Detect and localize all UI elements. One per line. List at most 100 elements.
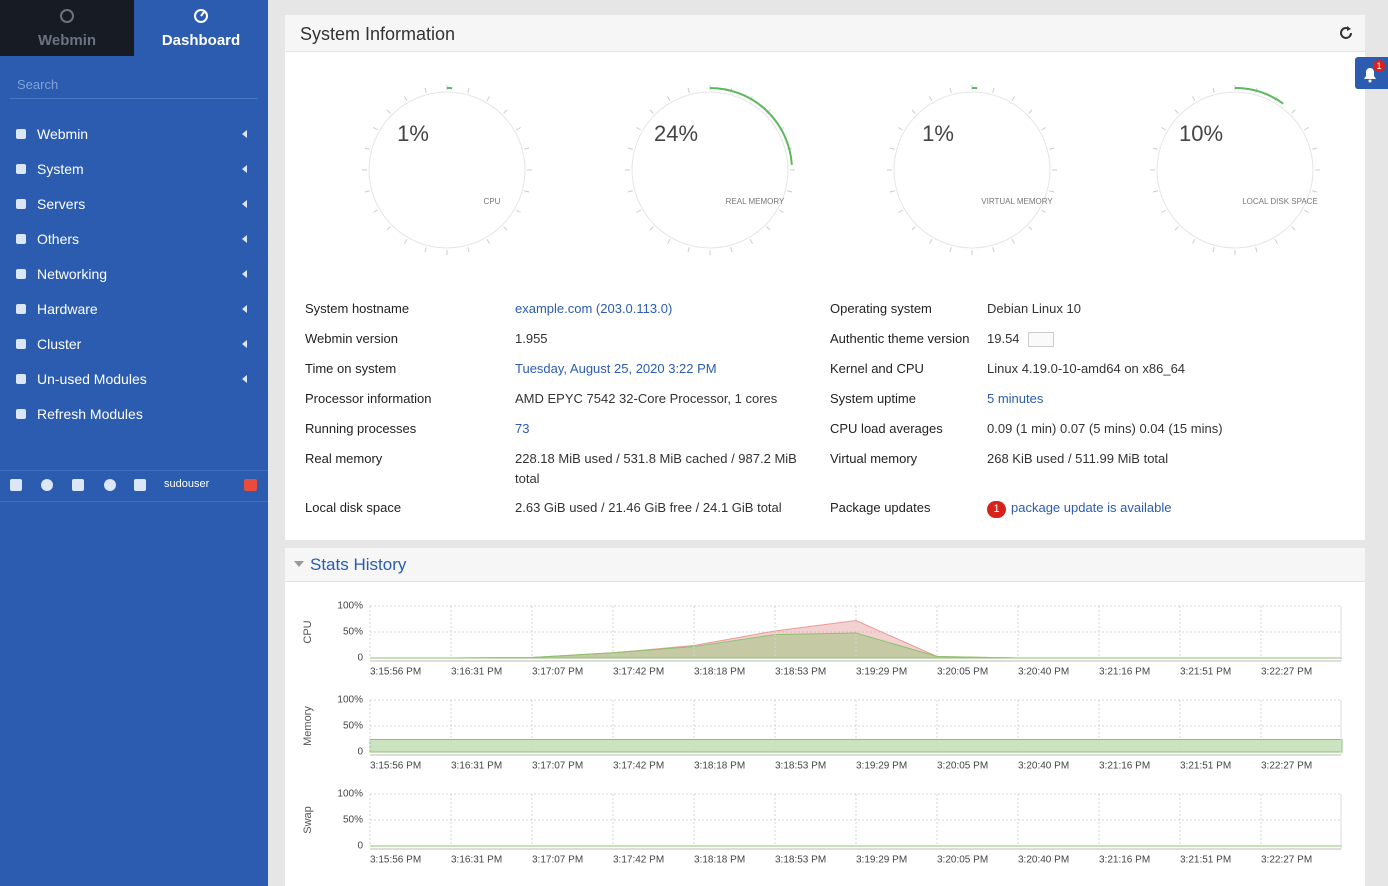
menu-icon <box>16 409 26 419</box>
search-placeholder: Search <box>17 77 59 92</box>
sidebar: Webmin Dashboard Search Webmin System Serv… <box>0 0 268 886</box>
toolbar: sudouser <box>0 470 268 502</box>
menu-label: Servers <box>37 196 86 212</box>
menu-caret <box>242 165 247 173</box>
info-value: 1.955 <box>515 329 815 349</box>
info-link[interactable]: 73 <box>515 421 530 436</box>
toolbar-button[interactable] <box>104 479 116 491</box>
bell-icon <box>1364 68 1376 83</box>
username[interactable]: sudouser <box>164 478 210 490</box>
info-label: Time on system <box>305 361 397 376</box>
panel-title: System Information <box>300 24 456 44</box>
info-label: Real memory <box>305 451 383 466</box>
info-label: Processor information <box>305 391 432 406</box>
info-text: 268 KiB used / 511.99 MiB total <box>987 451 1169 466</box>
info-value: 2.63 GiB used / 21.46 GiB free / 24.1 Gi… <box>515 498 815 518</box>
menu-item[interactable]: Others <box>0 224 268 254</box>
info-value: Debian Linux 10 <box>987 299 1357 319</box>
info-label: Kernel and CPU <box>830 361 924 376</box>
info-link[interactable]: example.com (203.0.113.0) <box>515 301 673 316</box>
menu-caret <box>242 200 247 208</box>
menu-item[interactable]: Hardware <box>0 294 268 324</box>
menu-icon <box>16 269 26 279</box>
toolbar-button[interactable] <box>72 479 84 491</box>
menu-label: Refresh Modules <box>37 406 143 422</box>
info-label: Webmin version <box>305 331 398 346</box>
info-label: Operating system <box>830 301 932 316</box>
menu-item[interactable]: Cluster <box>0 329 268 359</box>
menu-caret <box>242 340 247 348</box>
toolbar-button[interactable] <box>41 479 53 491</box>
info-label: Virtual memory <box>830 451 918 466</box>
info-value: 1 package update is available <box>987 498 1357 518</box>
info-link[interactable]: Tuesday, August 25, 2020 3:22 PM <box>515 361 717 376</box>
info-value: 268 KiB used / 511.99 MiB total <box>987 449 1357 469</box>
info-value: 19.54 <box>987 329 1357 349</box>
menu-caret <box>242 305 247 313</box>
menu-label: Others <box>37 231 80 247</box>
info-link[interactable]: 5 minutes <box>987 391 1044 406</box>
logout-button[interactable] <box>244 479 257 491</box>
info-label: Authentic theme version <box>830 331 970 346</box>
menu-caret <box>242 270 247 278</box>
toolbar-button[interactable] <box>134 479 146 491</box>
info-text: 1.955 <box>515 331 548 346</box>
info-text: AMD EPYC 7542 32-Core Processor, 1 cores <box>515 391 778 406</box>
collapse-caret <box>294 561 304 567</box>
refresh-button[interactable] <box>1338 25 1354 41</box>
menu-item[interactable]: Webmin <box>0 119 268 149</box>
menu-caret <box>242 235 247 243</box>
info-value: 228.18 MiB used / 531.8 MiB cached / 987… <box>515 449 815 489</box>
menu-label: Hardware <box>37 301 98 317</box>
menu-icon <box>16 164 26 174</box>
toolbar-button[interactable] <box>10 479 22 491</box>
menu-label: Networking <box>37 266 108 282</box>
info-label: Local disk space <box>305 500 402 515</box>
tab[interactable]: Webmin <box>0 0 134 56</box>
menu-item[interactable]: Un-used Modules <box>0 364 268 394</box>
info-value: AMD EPYC 7542 32-Core Processor, 1 cores <box>515 389 815 409</box>
menu-icon <box>16 374 26 384</box>
search-box[interactable]: Search <box>10 70 258 99</box>
tab-label: Dashboard <box>161 32 241 49</box>
menu-caret <box>242 375 247 383</box>
info-link[interactable]: package update is available <box>1011 500 1172 515</box>
notification-count: 1 <box>1373 60 1385 72</box>
menu-icon <box>16 339 26 349</box>
info-value: 5 minutes <box>987 389 1357 409</box>
panel-header: System Information <box>285 15 1365 52</box>
info-value: example.com (203.0.113.0) <box>515 299 815 319</box>
menu-label: System <box>37 161 84 177</box>
info-value: 0.09 (1 min) 0.07 (5 mins) 0.04 (15 mins… <box>987 419 1357 439</box>
panel-title: Stats History <box>310 555 407 574</box>
menu-label: Un-used Modules <box>37 371 147 387</box>
info-text: 0.09 (1 min) 0.07 (5 mins) 0.04 (15 mins… <box>987 421 1223 436</box>
info-value: Linux 4.19.0-10-amd64 on x86_64 <box>987 359 1357 379</box>
menu-item[interactable]: Networking <box>0 259 268 289</box>
info-text: 228.18 MiB used / 531.8 MiB cached / 987… <box>515 451 797 486</box>
tab[interactable]: Dashboard <box>134 0 268 56</box>
info-text: 2.63 GiB used / 21.46 GiB free / 24.1 Gi… <box>515 500 782 515</box>
info-text: Debian Linux 10 <box>987 301 1081 316</box>
menu-item[interactable]: Servers <box>0 189 268 219</box>
info-label: Running processes <box>305 421 417 436</box>
menu-label: Webmin <box>37 126 89 142</box>
info-text: 19.54 <box>987 331 1020 346</box>
system-information-panel: System Information System hostname exampl… <box>285 15 1365 540</box>
menu-label: Cluster <box>37 336 82 352</box>
panel-header[interactable]: Stats History <box>285 548 1365 582</box>
menu-item[interactable]: System <box>0 154 268 184</box>
info-label: System uptime <box>830 391 916 406</box>
info-button[interactable] <box>1027 332 1054 348</box>
menu-item[interactable]: Refresh Modules <box>0 399 268 429</box>
menu-icon <box>16 199 26 209</box>
info-label: Package updates <box>830 500 931 515</box>
info-label: System hostname <box>305 301 410 316</box>
menu-icon <box>16 304 26 314</box>
menu-icon <box>16 129 26 139</box>
notification-bell[interactable]: 1 <box>1355 57 1388 89</box>
stats-history-panel: Stats History <box>285 548 1365 886</box>
menu-caret <box>242 130 247 138</box>
info-value: Tuesday, August 25, 2020 3:22 PM <box>515 359 815 379</box>
